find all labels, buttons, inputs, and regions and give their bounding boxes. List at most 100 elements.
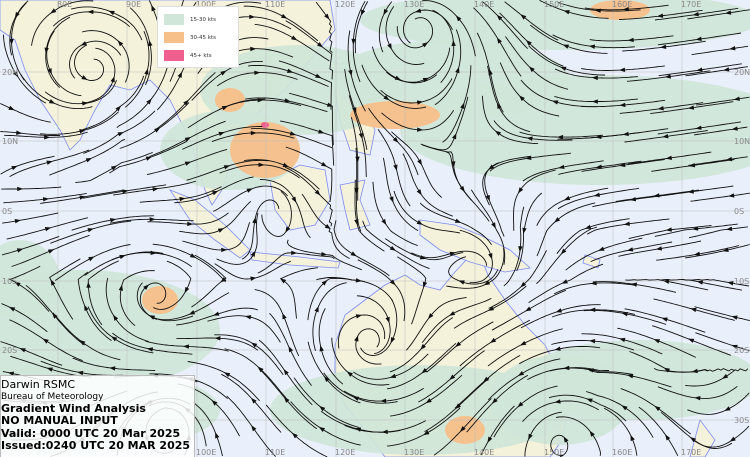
- streamline-arrowhead: [491, 222, 496, 229]
- streamline-arrowhead: [251, 425, 257, 432]
- streamline-arrowhead: [598, 246, 605, 251]
- streamline-arrowhead: [729, 46, 736, 51]
- streamline-arrowhead: [151, 4, 156, 12]
- streamline: [315, 1, 333, 53]
- legend-label: 45+ kts: [190, 52, 212, 59]
- streamline-arrowhead: [13, 71, 19, 78]
- streamline-arrowhead: [9, 38, 14, 45]
- wind-30-45-area: [215, 88, 245, 112]
- streamline-arrowhead: [491, 398, 498, 404]
- streamline-arrowhead: [660, 44, 667, 49]
- streamline-arrowhead: [589, 338, 596, 344]
- streamline-arrowhead: [50, 279, 56, 286]
- streamline-arrowhead: [77, 370, 84, 376]
- streamline-arrowhead: [44, 227, 52, 232]
- streamline-arrowhead: [285, 226, 291, 233]
- streamline: [687, 392, 750, 415]
- streamline-arrowhead: [389, 196, 394, 203]
- streamline-arrowhead: [455, 403, 461, 410]
- streamline-arrowhead: [87, 9, 94, 15]
- streamline-arrowhead: [254, 70, 261, 76]
- streamline-arrowhead: [355, 278, 362, 283]
- streamline-arrowhead: [324, 223, 331, 230]
- streamline-arrowhead: [383, 95, 390, 101]
- streamline-arrowhead: [354, 219, 359, 226]
- valid-time: Valid: 0000 UTC 20 Mar 2025: [1, 426, 181, 440]
- streamline: [481, 0, 529, 50]
- streamline-arrowhead: [354, 335, 359, 342]
- streamline-arrowhead: [218, 131, 225, 137]
- streamline-arrowhead: [722, 247, 729, 252]
- streamline-arrowhead: [184, 161, 192, 166]
- left-latitude-label: 10S: [2, 277, 17, 286]
- streamline-arrowhead: [215, 432, 220, 439]
- streamline-arrowhead: [489, 337, 497, 344]
- streamline-arrowhead: [249, 14, 256, 20]
- streamline-arrowhead: [250, 276, 257, 281]
- streamline-arrowhead: [381, 429, 388, 434]
- streamline-arrowhead: [177, 71, 183, 78]
- streamline-arrowhead: [664, 74, 671, 79]
- streamline-arrowhead: [725, 10, 732, 15]
- streamline-arrowhead: [244, 315, 252, 320]
- streamline-arrowhead: [731, 315, 738, 320]
- streamline-arrowhead: [115, 105, 122, 112]
- streamline-arrowhead: [348, 69, 353, 77]
- streamline-arrowhead: [627, 37, 634, 43]
- streamline-arrowhead: [8, 306, 16, 312]
- streamline-arrowhead: [282, 312, 287, 320]
- streamline-arrowhead: [108, 10, 115, 16]
- analysis-title: Gradient Wind Analysis: [1, 401, 146, 415]
- streamline-arrowhead: [389, 245, 396, 251]
- streamline-arrowhead: [389, 279, 396, 286]
- streamline: [688, 156, 748, 166]
- wind-15-30-area: [0, 240, 60, 320]
- streamline-arrowhead: [622, 6, 629, 12]
- streamline: [685, 66, 748, 77]
- streamline-arrowhead: [687, 189, 694, 194]
- streamline-arrowhead: [360, 9, 366, 16]
- agency-name: Bureau of Meteorology: [1, 391, 104, 402]
- streamline-arrowhead: [346, 371, 353, 377]
- left-latitude-label: 20N: [2, 68, 18, 77]
- top-longitude-label: 80E: [57, 0, 72, 9]
- streamline-arrowhead: [144, 68, 149, 75]
- top-longitude-label: 160E: [612, 0, 632, 9]
- streamline-arrowhead: [729, 436, 736, 442]
- streamline-arrowhead: [422, 77, 430, 83]
- streamline-arrowhead: [321, 279, 328, 286]
- streamline-arrowhead: [52, 312, 58, 319]
- streamline: [524, 411, 562, 457]
- streamline-arrowhead: [619, 337, 626, 343]
- streamline-arrowhead: [421, 368, 428, 374]
- streamline-arrowhead: [459, 426, 466, 432]
- streamline-arrowhead: [449, 251, 456, 257]
- streamline-arrowhead: [122, 189, 129, 194]
- legend: 15-30 kts 30-45 kts 45+ kts: [157, 6, 239, 68]
- streamline: [695, 332, 750, 352]
- streamline-arrowhead: [726, 226, 733, 231]
- streamline-arrowhead: [291, 35, 298, 41]
- streamline-arrowhead: [626, 374, 634, 379]
- legend-swatch: [164, 32, 184, 43]
- streamline-arrowhead: [561, 279, 568, 284]
- streamline-arrowhead: [563, 10, 570, 15]
- streamline-arrowhead: [145, 156, 153, 161]
- streamline-arrowhead: [187, 221, 194, 227]
- top-longitude-label: 170E: [681, 0, 701, 9]
- streamline-arrowhead: [694, 396, 701, 401]
- streamline-arrowhead: [487, 306, 495, 311]
- streamline-arrowhead: [520, 281, 527, 288]
- streamline-arrowhead: [81, 75, 88, 81]
- streamline-arrowhead: [250, 250, 256, 257]
- streamline-arrowhead: [723, 67, 730, 72]
- streamline-arrowhead: [589, 307, 596, 312]
- streamline-arrowhead: [50, 8, 57, 14]
- streamline: [603, 407, 638, 456]
- streamline: [693, 425, 750, 448]
- streamline-arrowhead: [417, 127, 424, 132]
- streamline-arrowhead: [154, 127, 161, 133]
- streamline-arrowhead: [182, 344, 190, 349]
